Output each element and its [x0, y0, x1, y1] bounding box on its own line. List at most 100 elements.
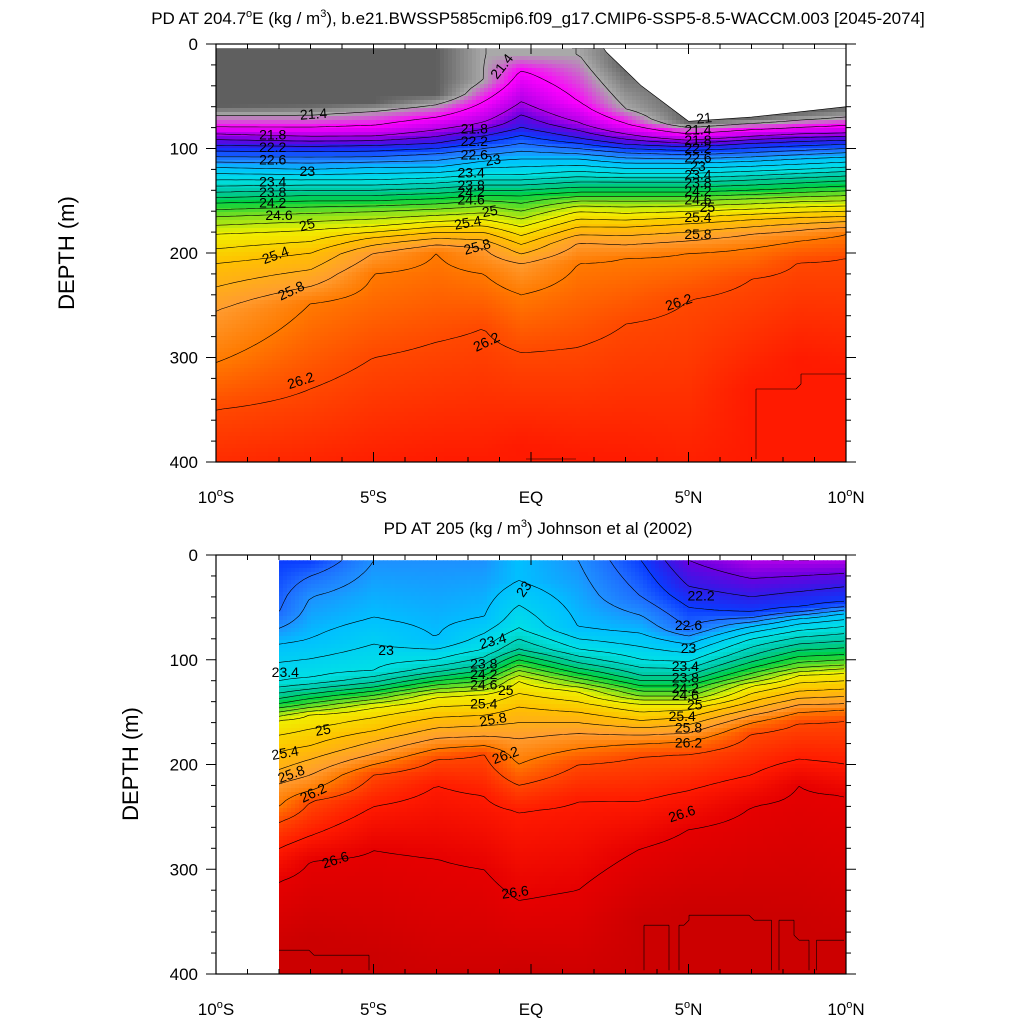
contour-line-26 — [216, 234, 846, 363]
contour-label: 25.8 — [684, 226, 711, 242]
contour-label: 24.6 — [458, 191, 485, 207]
contour-line-25-4 — [279, 688, 845, 753]
contour-line-23-6 — [216, 171, 846, 187]
contour-label: 23.4 — [478, 629, 509, 652]
contour-label: 26.2 — [675, 734, 702, 750]
contour-label: 23 — [690, 158, 706, 174]
contour-label: 23.4 — [672, 658, 699, 674]
contour-line-25-6 — [279, 696, 845, 770]
contour-line-25-2 — [216, 210, 846, 250]
y-tick-label: 400 — [170, 453, 198, 472]
contour-label: 25.4 — [270, 742, 300, 763]
contour-label: 22.6 — [259, 152, 286, 168]
contour-line-22-8 — [216, 150, 846, 164]
y-tick-label: 0 — [189, 546, 198, 565]
contour-line-22-4 — [216, 135, 846, 152]
contour-line-26-6 — [279, 786, 845, 901]
contour-label: 24.2 — [470, 666, 497, 682]
contour-line-25-8 — [279, 703, 845, 785]
contour-label: 23.4 — [684, 166, 711, 182]
contour-line-24-4 — [216, 190, 846, 210]
contour-label: 23.8 — [470, 656, 497, 672]
y-tick-label: 200 — [170, 244, 198, 263]
contour-label: 24.6 — [672, 687, 699, 703]
contour-label: 23 — [300, 163, 316, 179]
contour-line-26-2 — [216, 258, 846, 411]
contour-label: 21 — [696, 109, 713, 127]
contour-line-24-4 — [279, 659, 845, 709]
x-tick-label: 10oN — [827, 487, 864, 507]
contour-label: 25 — [498, 682, 514, 698]
contour-line-25 — [279, 673, 845, 722]
x-tick-label: 10oN — [827, 999, 864, 1019]
contour-label: 25 — [481, 202, 499, 220]
x-tick-label: EQ — [519, 488, 544, 507]
contour-label: 23.8 — [458, 177, 485, 193]
x-tick-label: 10oS — [198, 487, 234, 507]
contour-line-22-4 — [640, 560, 845, 612]
contour-label: 23 — [681, 640, 697, 656]
contour-line-24-6 — [279, 664, 845, 713]
contour-line-23 — [216, 156, 846, 170]
top-y-axis-label: DEPTH (m) — [54, 196, 79, 310]
contour-label: 24.2 — [458, 184, 485, 200]
contour-label: 23.8 — [672, 669, 699, 685]
contour-label: 24.2 — [684, 183, 711, 199]
contour-label: 25.8 — [462, 235, 493, 258]
axis-ticks — [206, 554, 856, 975]
contour-label: 25.4 — [470, 695, 497, 711]
contour-line-26-2 — [279, 721, 845, 823]
contour-line-23-2 — [279, 604, 845, 663]
contour-label: 24.2 — [672, 680, 699, 696]
contour-line-22-8 — [279, 560, 845, 637]
contour-line-23-6 — [279, 633, 845, 688]
x-tick-label: 5oN — [675, 999, 703, 1019]
contour-line-23-8 — [216, 175, 846, 193]
contour-label: 22.2 — [259, 139, 286, 155]
y-tick-label: 300 — [170, 349, 198, 368]
top-panel-title: PD AT 204.7oE (kg / m3), b.e21.BWSSP585c… — [151, 8, 925, 28]
contour-label: 24.2 — [259, 195, 286, 211]
y-tick-label: 300 — [170, 860, 198, 879]
contour-label: 26.6 — [500, 882, 529, 902]
contour-lines — [216, 44, 846, 460]
x-tick-label: EQ — [519, 1000, 544, 1019]
contour-label: 25 — [700, 199, 716, 215]
contour-line-21-8 — [216, 101, 846, 141]
contour-label: 23.4 — [272, 664, 299, 680]
bottom-contour-panel: PD AT 205 (kg / m3) Johnson et al (2002)… — [118, 518, 865, 1019]
contour-label: 23.8 — [259, 184, 286, 200]
x-tick-label: 5oS — [360, 999, 387, 1019]
contour-line-23-2 — [216, 161, 846, 175]
contour-line-25-4 — [216, 216, 846, 264]
y-tick-label: 200 — [170, 756, 198, 775]
contour-label: 23 — [484, 150, 502, 168]
contour-label: 25.8 — [675, 720, 702, 736]
contour-line-23-8 — [279, 640, 845, 694]
contour-label: 22.6 — [675, 617, 702, 633]
contour-fill — [279, 560, 846, 974]
contour-label: 21.8 — [259, 127, 286, 143]
contour-line-22-2 — [664, 560, 845, 597]
contour-label: 25 — [687, 697, 703, 713]
contour-line-26 — [279, 709, 844, 807]
y-tick-label: 0 — [189, 35, 198, 54]
contour-label: 23.4 — [259, 174, 286, 190]
contour-label: 24.6 — [684, 191, 711, 207]
y-tick-label: 100 — [170, 140, 198, 159]
bottom-y-axis-label: DEPTH (m) — [118, 707, 143, 821]
contour-line-24-8 — [216, 200, 846, 226]
contour-label: 24.6 — [265, 207, 292, 223]
contour-label: 25 — [297, 215, 316, 235]
contour-line-22-6 — [279, 560, 845, 628]
contour-line-23-4 — [279, 626, 845, 681]
contour-label: 21.8 — [684, 132, 711, 148]
x-tick-label: 5oS — [360, 487, 387, 507]
x-tick-label: 5oN — [675, 487, 703, 507]
contour-line-24-6 — [216, 195, 846, 218]
contour-line-24 — [216, 180, 846, 198]
contour-line-23-4 — [216, 166, 846, 181]
contour-line-24-2 — [279, 654, 845, 704]
contour-line-25-8 — [216, 227, 846, 312]
